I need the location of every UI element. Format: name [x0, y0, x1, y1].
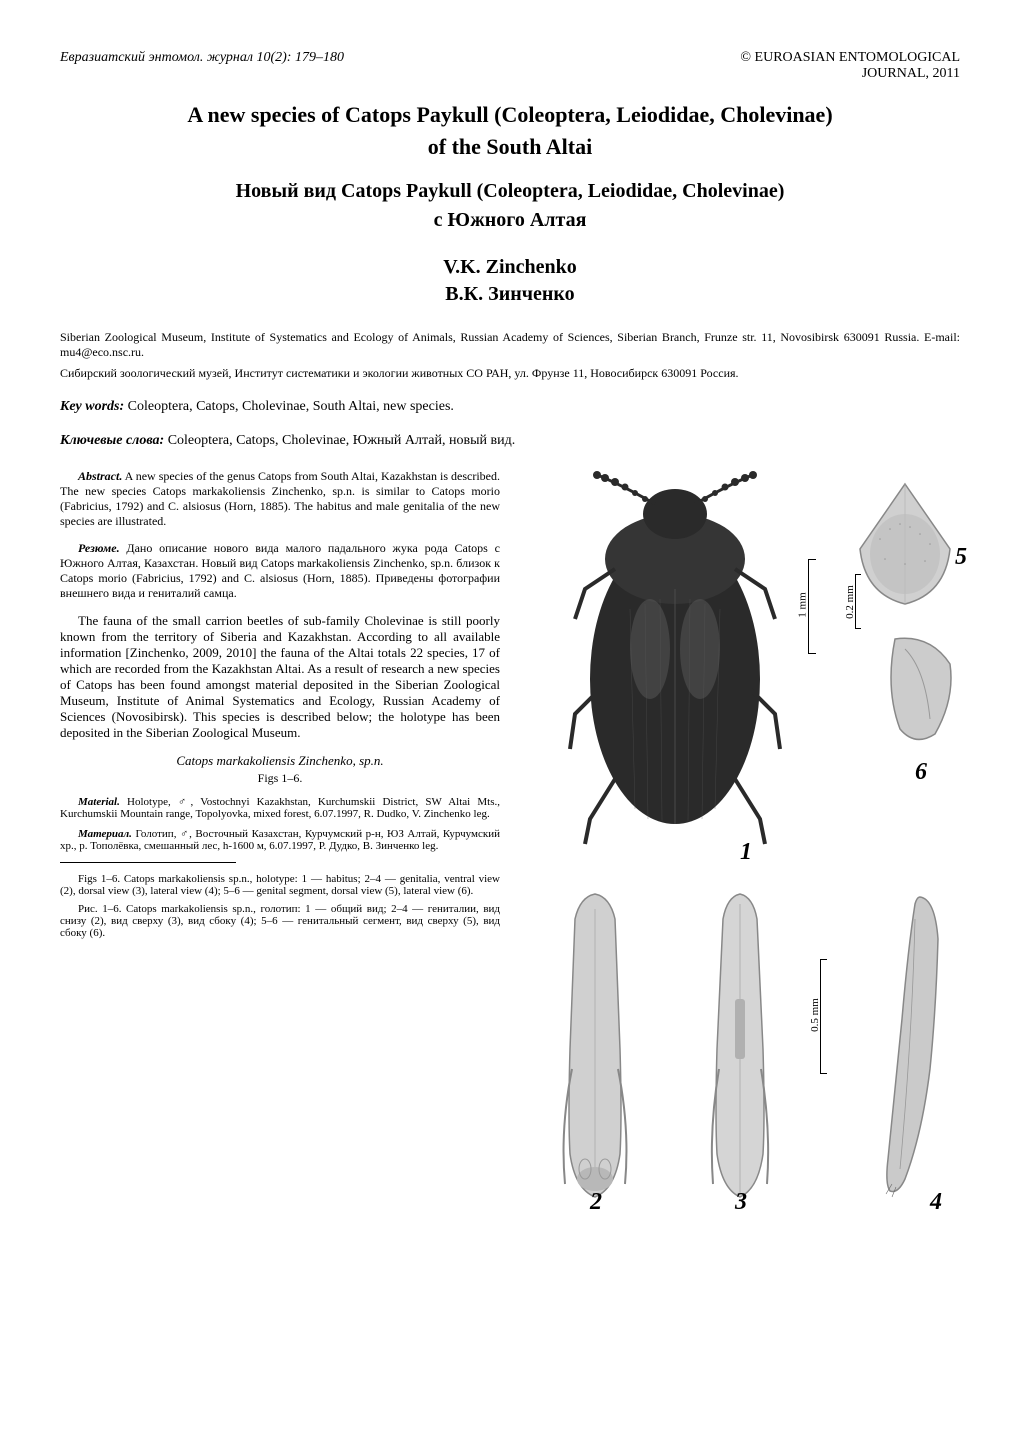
species-heading: Catops markakoliensis Zinchenko, sp.n. — [60, 753, 500, 769]
scale-text-1mm: 1 mm — [797, 592, 809, 617]
journal-year: JOURNAL, 2011 — [740, 66, 960, 82]
figs-reference: Figs 1–6. — [60, 771, 500, 786]
keywords-russian: Ключевые слова: Coleoptera, Catops, Chol… — [60, 433, 960, 449]
figure-plate: 1 mm 0.2 mm — [520, 469, 960, 1209]
resume-label: Резюме. — [78, 541, 120, 555]
keywords-label-en: Key words: — [60, 399, 124, 414]
figure-label-6: 6 — [915, 759, 927, 786]
title-russian-line1: Новый вид Catops Paykull (Coleoptera, Le… — [60, 180, 960, 203]
material-label-ru: Материал. — [78, 828, 132, 840]
title-english-line2: of the South Altai — [60, 134, 960, 160]
figure-caption-russian: Рис. 1–6. Catops markakoliensis sp.n., г… — [60, 903, 500, 939]
scale-bar-02mm: 0.2 mm — [855, 574, 861, 629]
scale-text-05mm: 0.5 mm — [809, 998, 821, 1032]
scale-bar-05mm: 0.5 mm — [820, 959, 827, 1074]
journal-citation-left: Евразиатский энтомол. журнал 10(2): 179–… — [60, 50, 344, 66]
resume-text: Дано описание нового вида малого падальн… — [60, 541, 500, 600]
journal-name: © EUROASIAN ENTOMOLOGICAL — [740, 50, 960, 66]
aedeagus-dorsal — [685, 889, 795, 1199]
aedeagus-lateral — [860, 889, 960, 1199]
beetle-habitus-figure — [560, 469, 790, 849]
figure-label-5: 5 — [955, 544, 967, 571]
keywords-text-en: Coleoptera, Catops, Cholevinae, South Al… — [124, 399, 454, 414]
figure-label-2: 2 — [590, 1189, 602, 1216]
author-english: V.K. Zinchenko — [60, 256, 960, 279]
keywords-english: Key words: Coleoptera, Catops, Cholevina… — [60, 399, 960, 415]
abstract-text: A new species of the genus Catops from S… — [60, 469, 500, 528]
genital-segment-dorsal — [850, 479, 960, 609]
material-english: Material. Holotype, ♂, Vostochnyi Kazakh… — [60, 796, 500, 820]
scale-bar-1mm: 1 mm — [808, 559, 816, 654]
footnote-divider — [60, 862, 236, 863]
figure-caption-english: Figs 1–6. Catops markakoliensis sp.n., h… — [60, 873, 500, 897]
figure-label-1: 1 — [740, 839, 752, 866]
affiliation-russian: Сибирский зоологический музей, Институт … — [60, 366, 960, 381]
resume-para: Резюме. Дано описание нового вида малого… — [60, 541, 500, 601]
keywords-text-ru: Coleoptera, Catops, Cholevinae, Южный Ал… — [164, 433, 515, 448]
material-label-en: Material. — [78, 796, 120, 808]
journal-citation-right: © EUROASIAN ENTOMOLOGICAL JOURNAL, 2011 — [740, 50, 960, 82]
abstract-label: Abstract. — [78, 469, 122, 483]
material-text-en: Holotype, ♂, Vostochnyi Kazakhstan, Kurc… — [60, 796, 500, 820]
title-russian-line2: с Южного Алтая — [60, 209, 960, 232]
scale-text-02mm: 0.2 mm — [844, 585, 856, 619]
genital-segment-lateral — [875, 629, 965, 749]
material-russian: Материал. Голотип, ♂, Восточный Казахста… — [60, 828, 500, 852]
figure-label-4: 4 — [930, 1189, 942, 1216]
figure-label-3: 3 — [735, 1189, 747, 1216]
title-english-line1: A new species of Catops Paykull (Coleopt… — [60, 102, 960, 128]
abstract-para: Abstract. A new species of the genus Cat… — [60, 469, 500, 529]
aedeagus-ventral — [540, 889, 650, 1199]
affiliation-english: Siberian Zoological Museum, Institute of… — [60, 330, 960, 360]
author-russian: В.К. Зинченко — [60, 283, 960, 306]
body-para1: The fauna of the small carrion beetles o… — [60, 613, 500, 741]
keywords-label-ru: Ключевые слова: — [60, 433, 164, 448]
